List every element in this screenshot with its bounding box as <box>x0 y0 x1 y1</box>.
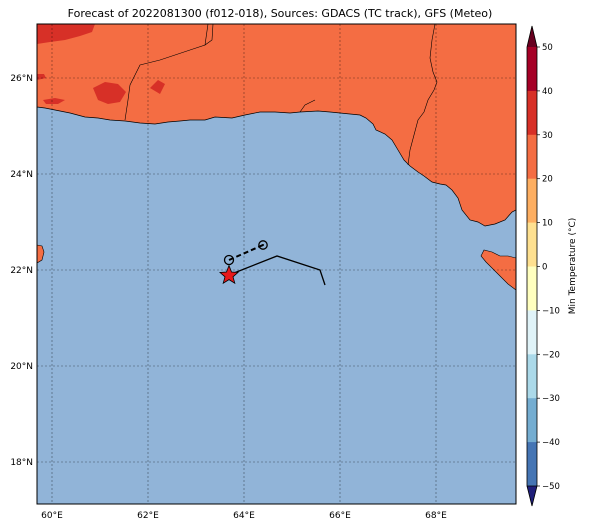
hot-land-patch-5 <box>37 74 46 80</box>
colorbar-extend-top <box>527 26 537 47</box>
colorbar-tick-label: 40 <box>542 87 553 97</box>
hot-land-patch-1 <box>37 24 95 44</box>
longitude-labels: 60°E 62°E 64°E 66°E 68°E <box>41 511 447 521</box>
tc-current-position-star-icon <box>219 264 239 285</box>
tc-past-track-line <box>228 255 326 286</box>
hot-land-patch-2 <box>93 82 126 104</box>
colorbar-band <box>527 47 537 92</box>
colorbar-tick-label: −20 <box>542 350 560 360</box>
country-borders <box>124 24 438 166</box>
map-plot-area <box>37 24 516 504</box>
colorbar-tick-label: −10 <box>542 306 560 316</box>
colorbar-tick-label: −30 <box>542 394 560 404</box>
lat-label: 22°N <box>10 266 33 276</box>
colorbar-band <box>527 354 537 399</box>
tc-forecast-track-line <box>228 244 264 261</box>
land-area <box>37 24 516 227</box>
colorbar-tick-label: 10 <box>542 219 553 229</box>
colorbar-extend-bottom <box>527 486 537 506</box>
colorbar-bands <box>527 26 537 506</box>
hot-land-patch-4 <box>43 98 65 104</box>
colorbar-band <box>527 178 537 223</box>
figure-title: Forecast of 2022081300 (f012-018), Sourc… <box>67 7 493 20</box>
colorbar-tick-label: −40 <box>542 438 560 448</box>
lat-label: 24°N <box>10 170 33 180</box>
colorbar-band <box>527 222 537 267</box>
colorbar-tick-label: −50 <box>542 482 560 492</box>
colorbar-band <box>527 134 537 180</box>
lon-label: 68°E <box>425 511 447 521</box>
colorbar-tick-label: 30 <box>542 131 553 141</box>
map-frame <box>36 23 517 505</box>
lon-label: 60°E <box>41 511 63 521</box>
map-gridlines <box>37 24 516 504</box>
hot-land-patch-3 <box>150 80 165 94</box>
colorbar-band <box>527 442 537 487</box>
colorbar-ticks: 50 40 30 20 10 0 −10 −20 −30 −40 −50 <box>537 43 560 492</box>
colorbar-band <box>527 90 537 136</box>
colorbar-tick-label: 50 <box>542 43 553 53</box>
latitude-labels: 18°N 20°N 22°N 24°N 26°N <box>10 74 33 468</box>
colorbar-band <box>527 310 537 355</box>
lon-label: 66°E <box>329 511 351 521</box>
lat-label: 18°N <box>10 458 33 468</box>
lat-label: 26°N <box>10 74 33 84</box>
colorbar-tick-label: 20 <box>542 175 553 185</box>
colorbar-tick-label: 0 <box>542 263 547 273</box>
land-sliver-west <box>37 244 45 264</box>
colorbar-band <box>527 398 537 443</box>
tc-forecast-circle-dot-marker <box>258 240 268 250</box>
colorbar-label: Min Temperature (°C) <box>568 218 578 315</box>
colorbar: 50 40 30 20 10 0 −10 −20 −30 −40 −50 Min Temperatu… <box>526 25 578 507</box>
lat-label: 20°N <box>10 362 33 372</box>
lon-label: 62°E <box>137 511 159 521</box>
lon-label: 64°E <box>233 511 255 521</box>
colorbar-band <box>527 266 537 311</box>
